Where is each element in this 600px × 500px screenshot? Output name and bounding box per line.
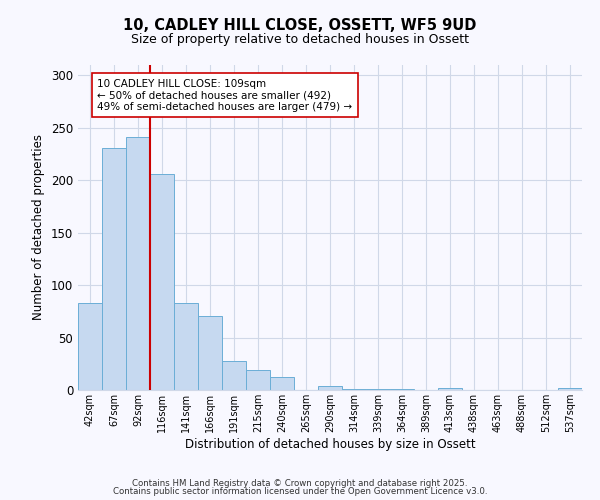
Bar: [78, 303, 102, 390]
Bar: [198, 316, 222, 390]
Text: Size of property relative to detached houses in Ossett: Size of property relative to detached ho…: [131, 32, 469, 46]
Bar: [126, 138, 150, 390]
Bar: [174, 303, 198, 390]
Y-axis label: Number of detached properties: Number of detached properties: [32, 134, 46, 320]
Bar: [222, 360, 246, 390]
X-axis label: Distribution of detached houses by size in Ossett: Distribution of detached houses by size …: [185, 438, 475, 450]
Bar: [102, 148, 126, 390]
Bar: [342, 389, 366, 390]
Bar: [270, 378, 294, 390]
Text: 10 CADLEY HILL CLOSE: 109sqm
← 50% of detached houses are smaller (492)
49% of s: 10 CADLEY HILL CLOSE: 109sqm ← 50% of de…: [97, 78, 352, 112]
Text: Contains HM Land Registry data © Crown copyright and database right 2025.: Contains HM Land Registry data © Crown c…: [132, 478, 468, 488]
Bar: [150, 174, 174, 390]
Text: Contains public sector information licensed under the Open Government Licence v3: Contains public sector information licen…: [113, 487, 487, 496]
Bar: [318, 386, 342, 390]
Text: 10, CADLEY HILL CLOSE, OSSETT, WF5 9UD: 10, CADLEY HILL CLOSE, OSSETT, WF5 9UD: [124, 18, 476, 32]
Bar: [366, 389, 390, 390]
Bar: [390, 389, 414, 390]
Bar: [438, 388, 462, 390]
Bar: [246, 370, 270, 390]
Bar: [558, 388, 582, 390]
